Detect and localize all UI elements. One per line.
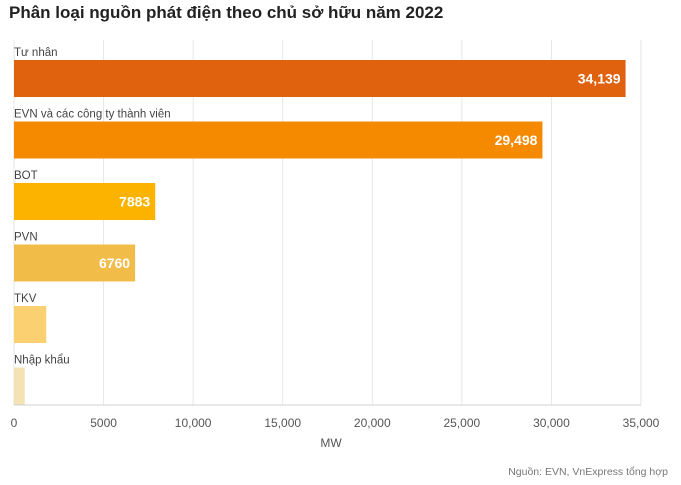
x-tick-label: 5000 — [90, 416, 117, 430]
bar — [14, 367, 25, 405]
chart-title: Phân loại nguồn phát điện theo chủ sở hữ… — [9, 3, 444, 22]
x-tick-label: 10,000 — [175, 416, 212, 430]
gridlines — [13, 40, 642, 405]
bar-value-label: 7883 — [119, 194, 150, 210]
x-tick-label: 20,000 — [354, 416, 391, 430]
x-tick-label: 15,000 — [264, 416, 301, 430]
bar-value-label: 29,498 — [495, 132, 538, 148]
x-tick-label: 35,000 — [623, 416, 660, 430]
bars: Tư nhân 34,139 EVN và các công ty thành vi… — [14, 47, 626, 405]
x-axis-label: MW — [320, 436, 342, 450]
source-note: Nguồn: EVN, VnExpress tổng hợp — [508, 466, 668, 478]
category-label: Tư nhân — [14, 47, 58, 59]
bar — [14, 244, 136, 282]
x-axis: 0 5000 10,000 15,000 20,000 25,000 30,000 35,00… — [11, 404, 660, 430]
bar — [14, 121, 543, 159]
category-label: EVN và các công ty thành viên — [14, 109, 171, 121]
bar-value-label: 34,139 — [578, 71, 621, 87]
x-tick-label: 30,000 — [533, 416, 570, 430]
x-tick-label: 25,000 — [444, 416, 481, 430]
category-label: Nhập khẩu — [14, 355, 70, 367]
category-label: PVN — [14, 232, 38, 244]
bar — [14, 183, 156, 220]
bar — [14, 60, 626, 97]
bar — [14, 306, 47, 343]
x-tick-label: 0 — [11, 416, 18, 430]
category-label: BOT — [14, 170, 38, 182]
bar-value-label: 6760 — [99, 255, 130, 271]
category-label: TKV — [14, 293, 37, 305]
